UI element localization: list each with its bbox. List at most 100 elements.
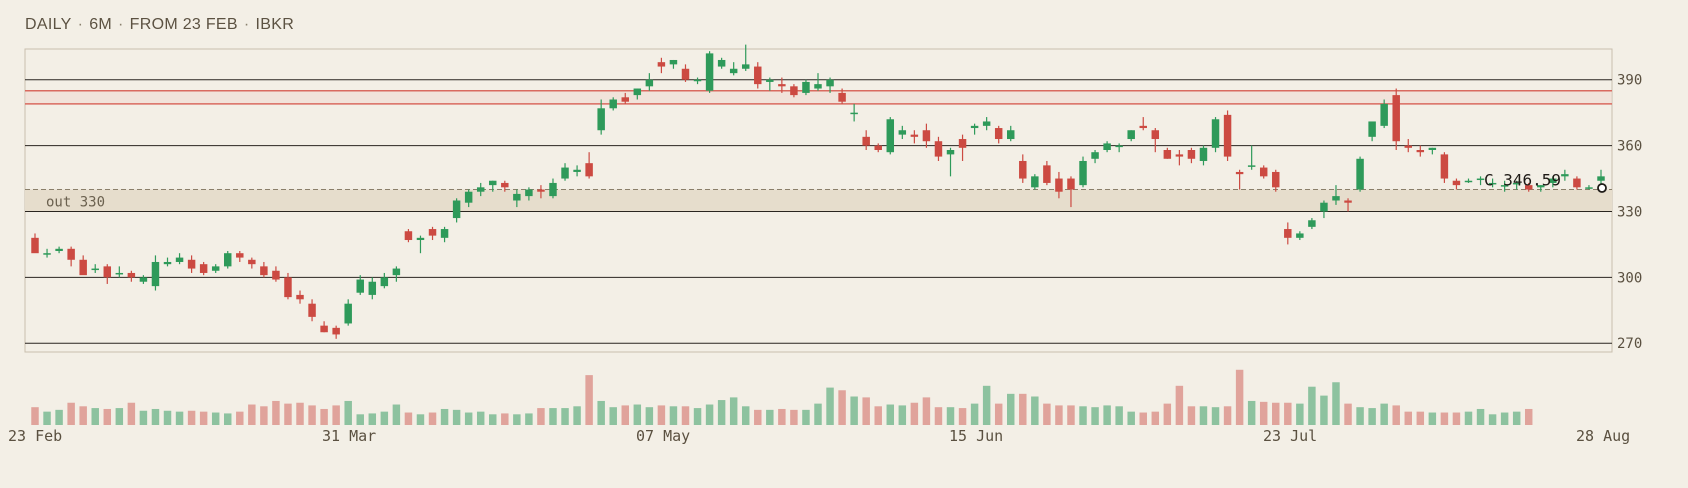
volume-bar [1127,411,1135,425]
candle [199,261,208,276]
volume-bar [934,407,943,425]
candle [79,255,87,276]
candle-body [802,81,810,93]
candle-body [476,187,485,192]
candle [332,325,340,339]
volume-bar [440,408,449,425]
candle-body [1007,130,1015,140]
volume-bar [163,410,172,425]
candle-body [910,134,919,137]
volume-bar [1247,400,1256,425]
candle-body [838,92,846,102]
candle-body [236,253,244,258]
interval-label[interactable]: DAILY [25,16,72,33]
volume-bar [609,407,617,425]
candle [1259,165,1268,179]
volume-bar [790,409,798,425]
candle-body [1464,180,1473,183]
candle [1440,152,1449,183]
volume-bar [525,413,533,425]
candle-body [970,125,979,129]
candle [236,251,244,262]
candle [440,226,449,243]
volume-bar [416,414,425,425]
candle [1320,200,1328,219]
candle [525,187,533,201]
candle-body [633,88,642,96]
range-label[interactable]: 6M [89,16,113,33]
candle-body [308,303,316,317]
candle [898,125,907,140]
candle-body [103,266,112,278]
candle-body [1392,95,1400,142]
candle [464,189,473,208]
candle [1019,154,1027,183]
candle-body [1211,119,1220,148]
volume-bar [1139,412,1147,425]
volume-bar [1500,412,1509,425]
volume-bar [175,411,184,425]
candle [43,248,51,258]
candle-body [380,277,389,287]
candle [416,235,425,254]
volume-bar [1199,406,1208,425]
candle [1272,169,1280,192]
candle [392,266,401,282]
candle-body [1019,160,1027,179]
volume-bar [211,412,220,425]
candle [211,264,220,273]
candle [272,266,280,282]
candle-body [645,79,654,87]
candle-body [958,139,967,148]
zone-band [25,189,1612,212]
candle [1211,117,1220,153]
volume-bar [1404,411,1412,425]
volume-bar [1115,406,1123,425]
candle [1416,145,1425,157]
volume-bar [717,400,726,425]
candle [1500,180,1509,192]
candle [1476,176,1485,186]
symbol-label[interactable]: IBKR [255,16,295,33]
volume-bar [1091,407,1099,425]
volume-bar [55,409,63,425]
volume-bar [754,409,762,425]
last-price-label: C 346.59 [1484,170,1561,189]
candle [826,77,834,93]
candle-body [67,248,75,260]
candle-body [1199,147,1208,161]
candle-body [1404,145,1412,148]
candle-body [525,189,533,197]
volume-bar [1344,403,1352,425]
candle [55,246,63,254]
candle [428,226,437,241]
candle [1043,160,1051,186]
volume-bar [838,390,846,425]
candle [717,57,726,69]
volume-bar [693,408,702,425]
candle [380,272,389,289]
candle [1392,88,1400,150]
candle-body [657,62,666,67]
volume-bar [1392,405,1400,425]
candle [1247,145,1256,170]
candle [838,88,846,104]
volume-bar [922,397,931,425]
candle-body [260,266,268,276]
candle-body [1031,176,1039,188]
candle-body [163,261,172,265]
candle-body [561,167,569,179]
candle [1151,128,1160,153]
candle-body [898,130,907,135]
candle [1163,147,1172,159]
candle [1235,169,1244,190]
candle-body [43,253,51,255]
candle-body [1259,167,1268,177]
candle [115,266,124,278]
candle [657,57,666,74]
candle-body [1127,130,1135,140]
x-tick-label: 23 Jul [1263,427,1317,445]
volume-bar [284,403,292,425]
candle-body [356,279,364,293]
